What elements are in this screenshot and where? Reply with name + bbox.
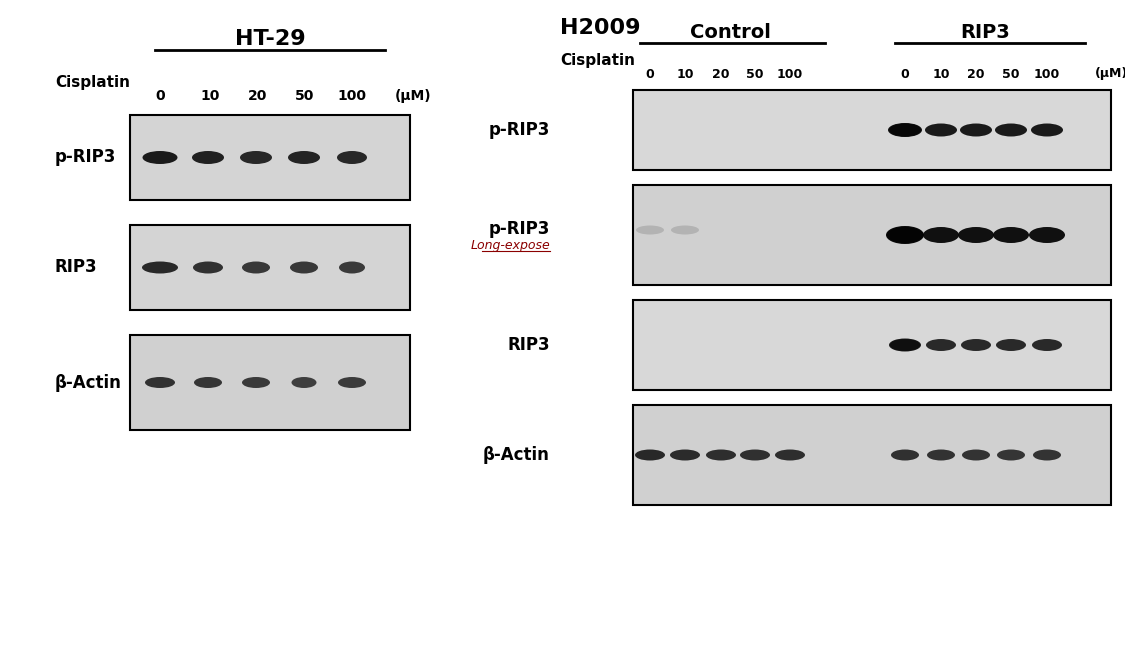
Bar — [130, 335, 410, 430]
Ellipse shape — [1033, 449, 1061, 460]
Ellipse shape — [889, 124, 921, 137]
Text: RIP3: RIP3 — [960, 23, 1010, 42]
Text: β-Actin: β-Actin — [55, 373, 122, 392]
Text: Long-expose: Long-expose — [470, 239, 550, 252]
Ellipse shape — [240, 151, 272, 164]
Text: p-RIP3: p-RIP3 — [55, 148, 116, 167]
Text: 10: 10 — [933, 67, 950, 80]
Ellipse shape — [290, 262, 318, 273]
Ellipse shape — [706, 449, 736, 460]
Text: (μM): (μM) — [395, 89, 432, 103]
Ellipse shape — [288, 151, 319, 164]
Bar — [633, 405, 1112, 505]
Ellipse shape — [925, 124, 957, 137]
Text: Control: Control — [690, 23, 771, 42]
Bar — [633, 185, 1112, 285]
Text: HT-29: HT-29 — [235, 29, 305, 49]
Ellipse shape — [1030, 124, 1063, 137]
Text: 0: 0 — [155, 89, 165, 103]
Ellipse shape — [670, 449, 700, 460]
Ellipse shape — [634, 449, 665, 460]
Ellipse shape — [193, 377, 222, 388]
Text: H2009: H2009 — [560, 18, 640, 38]
Text: 100: 100 — [338, 89, 367, 103]
Text: 20: 20 — [712, 67, 730, 80]
Ellipse shape — [339, 262, 364, 273]
Ellipse shape — [993, 227, 1029, 243]
Text: Cisplatin: Cisplatin — [560, 52, 634, 67]
Text: RIP3: RIP3 — [507, 336, 550, 354]
Ellipse shape — [960, 124, 992, 137]
Text: (μM): (μM) — [1095, 67, 1125, 80]
Text: 10: 10 — [676, 67, 694, 80]
Ellipse shape — [958, 227, 994, 243]
Ellipse shape — [962, 449, 990, 460]
Ellipse shape — [636, 226, 664, 235]
Text: Cisplatin: Cisplatin — [55, 75, 130, 90]
Text: 0: 0 — [646, 67, 655, 80]
Ellipse shape — [143, 151, 178, 164]
Ellipse shape — [888, 123, 922, 137]
Ellipse shape — [997, 449, 1025, 460]
Ellipse shape — [192, 151, 224, 164]
Ellipse shape — [890, 339, 920, 351]
Ellipse shape — [1029, 227, 1065, 243]
Text: 0: 0 — [901, 67, 909, 80]
Ellipse shape — [242, 262, 270, 273]
Ellipse shape — [886, 226, 924, 244]
Ellipse shape — [338, 151, 367, 164]
Ellipse shape — [961, 339, 991, 351]
Ellipse shape — [996, 339, 1026, 351]
Ellipse shape — [891, 449, 919, 460]
Ellipse shape — [338, 377, 366, 388]
Ellipse shape — [740, 449, 770, 460]
Text: 100: 100 — [1034, 67, 1060, 80]
Text: 50: 50 — [295, 89, 315, 103]
Text: 20: 20 — [249, 89, 268, 103]
Ellipse shape — [193, 262, 223, 273]
Text: 20: 20 — [968, 67, 984, 80]
Bar — [633, 300, 1112, 390]
Ellipse shape — [670, 226, 699, 235]
Ellipse shape — [886, 227, 922, 243]
Ellipse shape — [994, 124, 1027, 137]
Ellipse shape — [291, 377, 316, 388]
Text: 10: 10 — [200, 89, 219, 103]
Text: β-Actin: β-Actin — [483, 446, 550, 464]
Ellipse shape — [145, 377, 176, 388]
Ellipse shape — [889, 339, 921, 351]
Ellipse shape — [242, 377, 270, 388]
Ellipse shape — [1032, 339, 1062, 351]
Ellipse shape — [775, 449, 805, 460]
Text: 50: 50 — [1002, 67, 1019, 80]
Ellipse shape — [926, 339, 956, 351]
Text: p-RIP3: p-RIP3 — [488, 220, 550, 238]
Ellipse shape — [142, 262, 178, 273]
Bar — [130, 225, 410, 310]
Ellipse shape — [927, 449, 955, 460]
Ellipse shape — [922, 227, 958, 243]
Text: 50: 50 — [746, 67, 764, 80]
Bar — [130, 115, 410, 200]
Text: RIP3: RIP3 — [55, 258, 98, 277]
Text: p-RIP3: p-RIP3 — [488, 121, 550, 139]
Text: 100: 100 — [777, 67, 803, 80]
Bar — [633, 90, 1112, 170]
